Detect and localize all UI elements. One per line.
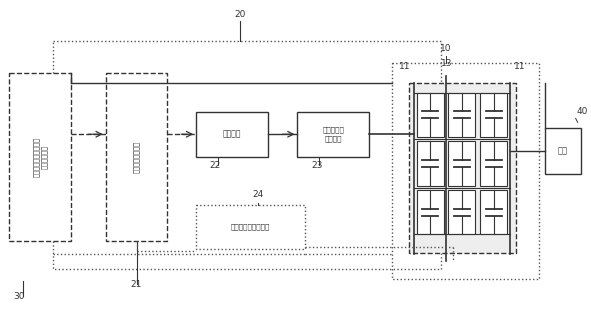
Bar: [449, 190, 475, 234]
Bar: [106, 73, 167, 241]
Text: 負荷: 負荷: [558, 147, 568, 156]
Text: 40: 40: [577, 108, 588, 116]
Text: 制御回路: 制御回路: [223, 130, 241, 139]
Bar: [297, 112, 369, 157]
Text: 30: 30: [14, 292, 25, 301]
Text: 21: 21: [131, 280, 142, 289]
Text: 蓄電デバイス管理: 蓄電デバイス管理: [133, 141, 140, 173]
Text: 11: 11: [400, 62, 411, 71]
Bar: [196, 205, 306, 249]
Bar: [53, 41, 440, 269]
Text: 10: 10: [440, 44, 452, 53]
Bar: [417, 93, 443, 137]
Bar: [392, 63, 539, 279]
Text: 22: 22: [209, 161, 220, 170]
Bar: [480, 93, 507, 137]
Text: 20: 20: [234, 10, 245, 19]
Text: 24: 24: [252, 190, 264, 199]
Text: 11: 11: [514, 62, 525, 71]
Text: 13: 13: [441, 59, 452, 68]
Text: インダクタ
ダンパー: インダクタ ダンパー: [322, 127, 344, 141]
Bar: [409, 83, 516, 253]
Text: 23: 23: [311, 161, 323, 170]
Text: 充電器・キャパシタ・
濃度検出回路: 充電器・キャパシタ・ 濃度検出回路: [33, 137, 48, 177]
Bar: [480, 141, 507, 186]
Bar: [196, 112, 268, 157]
Text: 渦流波発振スイッチ: 渦流波発振スイッチ: [231, 223, 271, 230]
Bar: [449, 93, 475, 137]
Bar: [417, 141, 443, 186]
Bar: [545, 128, 580, 174]
Bar: [417, 190, 443, 234]
Bar: [449, 141, 475, 186]
Bar: [480, 190, 507, 234]
Bar: [9, 73, 71, 241]
Text: 12: 12: [496, 100, 508, 109]
